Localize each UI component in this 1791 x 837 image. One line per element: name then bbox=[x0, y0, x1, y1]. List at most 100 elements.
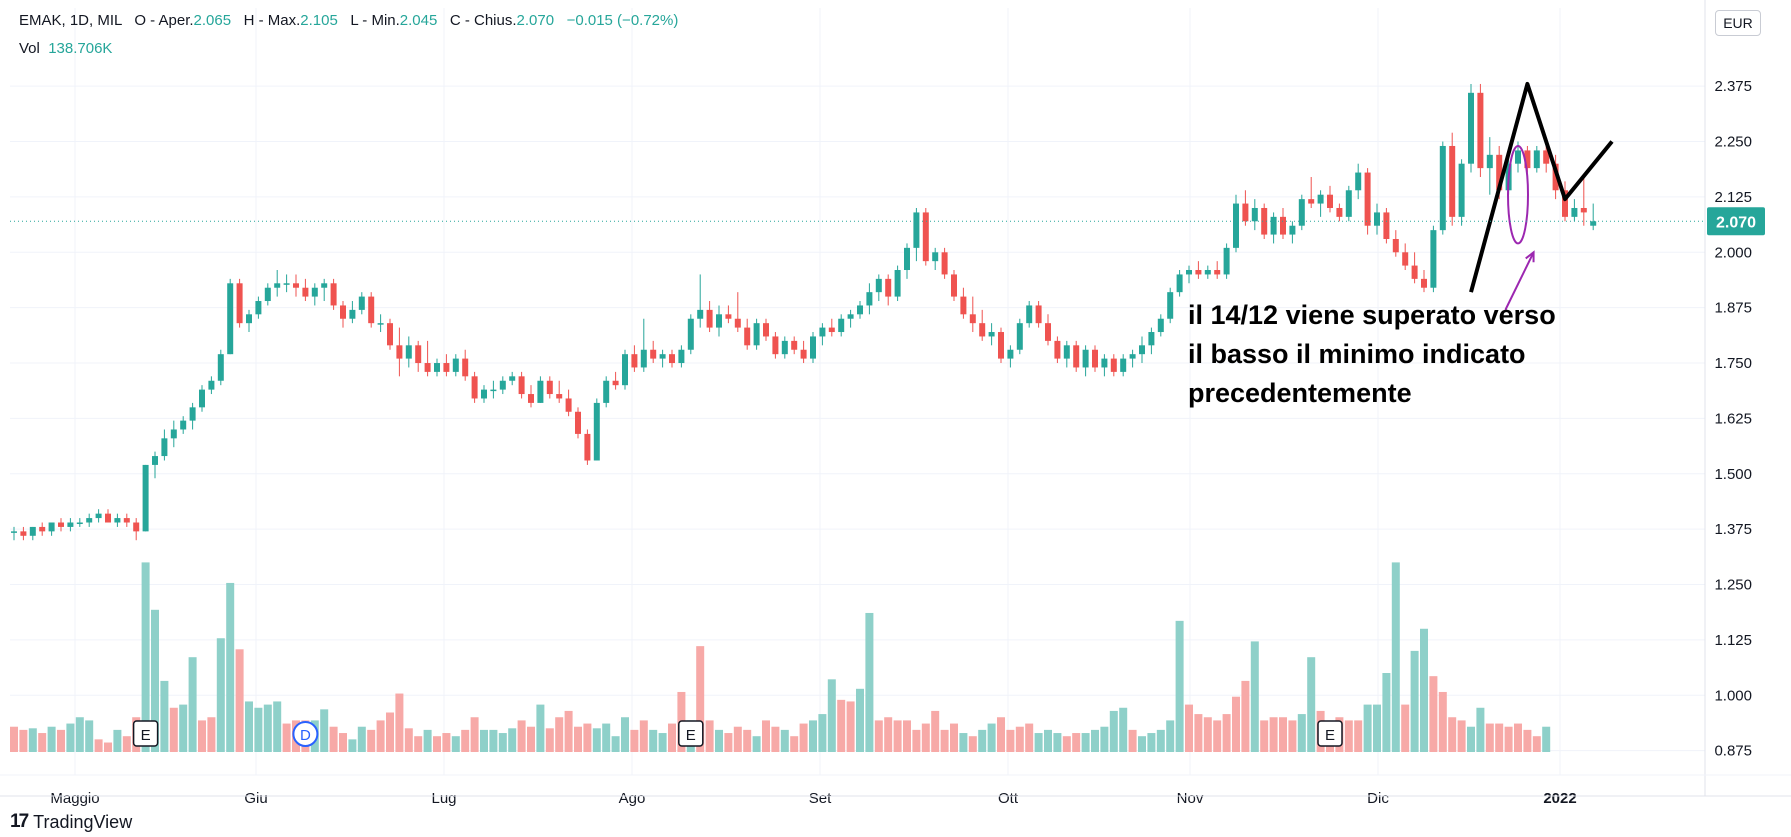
candle-body bbox=[734, 318, 741, 328]
candle-body bbox=[546, 380, 553, 395]
candle-body bbox=[236, 283, 243, 324]
volume-bar bbox=[931, 710, 940, 752]
candle-body bbox=[29, 526, 36, 536]
candle-body bbox=[377, 323, 384, 325]
close-label: C - Chius. bbox=[449, 12, 517, 29]
candle-body bbox=[1552, 163, 1559, 191]
candle-body bbox=[481, 389, 487, 399]
close-value: 2.070 bbox=[516, 12, 555, 29]
volume-bar bbox=[1166, 720, 1175, 752]
candle-body bbox=[932, 252, 939, 262]
volume-bar bbox=[1514, 723, 1522, 752]
volume-bar bbox=[846, 701, 855, 752]
volume-bar bbox=[47, 726, 56, 752]
candle-body bbox=[612, 380, 619, 386]
volume-bar bbox=[1457, 720, 1466, 752]
volume-bar bbox=[508, 728, 517, 752]
volume-bar bbox=[1391, 562, 1400, 752]
volume-bar bbox=[1175, 620, 1184, 752]
candle-body bbox=[499, 380, 506, 390]
volume-bar bbox=[1213, 720, 1222, 752]
volume-bar bbox=[367, 729, 376, 752]
volume-bar bbox=[1288, 720, 1297, 752]
tradingview-logo[interactable]: 17 TradingView bbox=[10, 811, 132, 833]
brand-label: TradingView bbox=[33, 811, 133, 832]
candle-body bbox=[744, 327, 751, 346]
volume-bar bbox=[160, 680, 169, 752]
last-price-label: 2.070 bbox=[1716, 214, 1756, 231]
volume-bar bbox=[1053, 733, 1062, 752]
candle-body bbox=[1082, 349, 1089, 368]
x-tick-label: Lug bbox=[431, 790, 456, 807]
volume-bar bbox=[1241, 680, 1250, 752]
candle-body bbox=[1007, 349, 1014, 359]
candle-body bbox=[753, 323, 760, 346]
y-tick-label: 1.125 bbox=[1714, 632, 1752, 649]
candle-body bbox=[95, 513, 102, 519]
volume-bar bbox=[1044, 729, 1052, 752]
volume-bar bbox=[1485, 723, 1494, 752]
candle-body bbox=[20, 531, 27, 536]
candle-body bbox=[387, 323, 393, 346]
volume-bar bbox=[94, 739, 103, 752]
candle-body bbox=[114, 518, 121, 523]
candle-body bbox=[819, 327, 826, 337]
candle-body bbox=[1374, 212, 1380, 226]
candle-body bbox=[227, 283, 234, 355]
candle-body bbox=[1045, 323, 1051, 341]
volume-bar bbox=[320, 709, 329, 752]
candle-body bbox=[1242, 203, 1249, 222]
volume-bar bbox=[179, 704, 188, 752]
volume-bar bbox=[668, 723, 676, 752]
volume-legend: Vol 138.706K bbox=[19, 40, 112, 57]
candle-body bbox=[321, 283, 328, 288]
volume-bar bbox=[1194, 714, 1203, 752]
volume-bar bbox=[649, 729, 658, 752]
candle-body bbox=[631, 354, 638, 368]
volume-bar bbox=[19, 729, 28, 752]
volume-bar bbox=[1156, 729, 1165, 752]
candle-body bbox=[1317, 194, 1324, 204]
volume-bar bbox=[1438, 691, 1447, 752]
y-tick-label: 2.000 bbox=[1714, 244, 1752, 261]
volume-bar bbox=[527, 726, 535, 752]
volume-bar bbox=[818, 714, 827, 752]
axes: 2.375 2.250 2.125 2.000 1.875 1.750 1.625 1.500… bbox=[0, 0, 1791, 807]
candle-body bbox=[838, 318, 845, 333]
volume-bar bbox=[1279, 717, 1287, 752]
candle-body bbox=[1308, 199, 1315, 204]
volume-bar bbox=[1062, 736, 1071, 752]
candle-body bbox=[1430, 230, 1437, 288]
candle-body bbox=[979, 323, 986, 337]
low-label: L - Min. bbox=[350, 12, 400, 29]
candle-body bbox=[988, 332, 995, 337]
candle-body bbox=[781, 340, 788, 355]
volume-bar bbox=[122, 736, 131, 752]
volume-bar bbox=[28, 728, 37, 752]
candle-body bbox=[556, 394, 563, 399]
volume-bar bbox=[583, 723, 592, 752]
volume-bar bbox=[339, 733, 347, 752]
volume-bar bbox=[141, 562, 150, 752]
candle-body bbox=[471, 376, 478, 399]
volume-bar bbox=[1344, 720, 1353, 752]
volume-bar bbox=[1297, 714, 1306, 752]
x-tick-label: Ott bbox=[998, 790, 1019, 807]
candle-body bbox=[1580, 207, 1587, 213]
candle-body bbox=[1590, 221, 1597, 226]
symbol-label[interactable]: EMAK, 1D, MIL bbox=[19, 12, 122, 29]
earnings-marker-label: E bbox=[141, 727, 151, 744]
candle-body bbox=[133, 522, 140, 532]
currency-button[interactable]: EUR bbox=[1715, 10, 1761, 36]
volume-bar bbox=[386, 712, 394, 752]
volume-bar bbox=[517, 720, 526, 752]
volume-bar bbox=[245, 701, 253, 752]
volume-bar bbox=[357, 726, 366, 752]
volume-bar bbox=[790, 736, 799, 752]
candle-body bbox=[434, 363, 440, 372]
volume-bar bbox=[827, 679, 836, 752]
candle-body bbox=[246, 314, 252, 324]
candle-body bbox=[800, 349, 807, 359]
candle-body bbox=[1270, 216, 1277, 235]
